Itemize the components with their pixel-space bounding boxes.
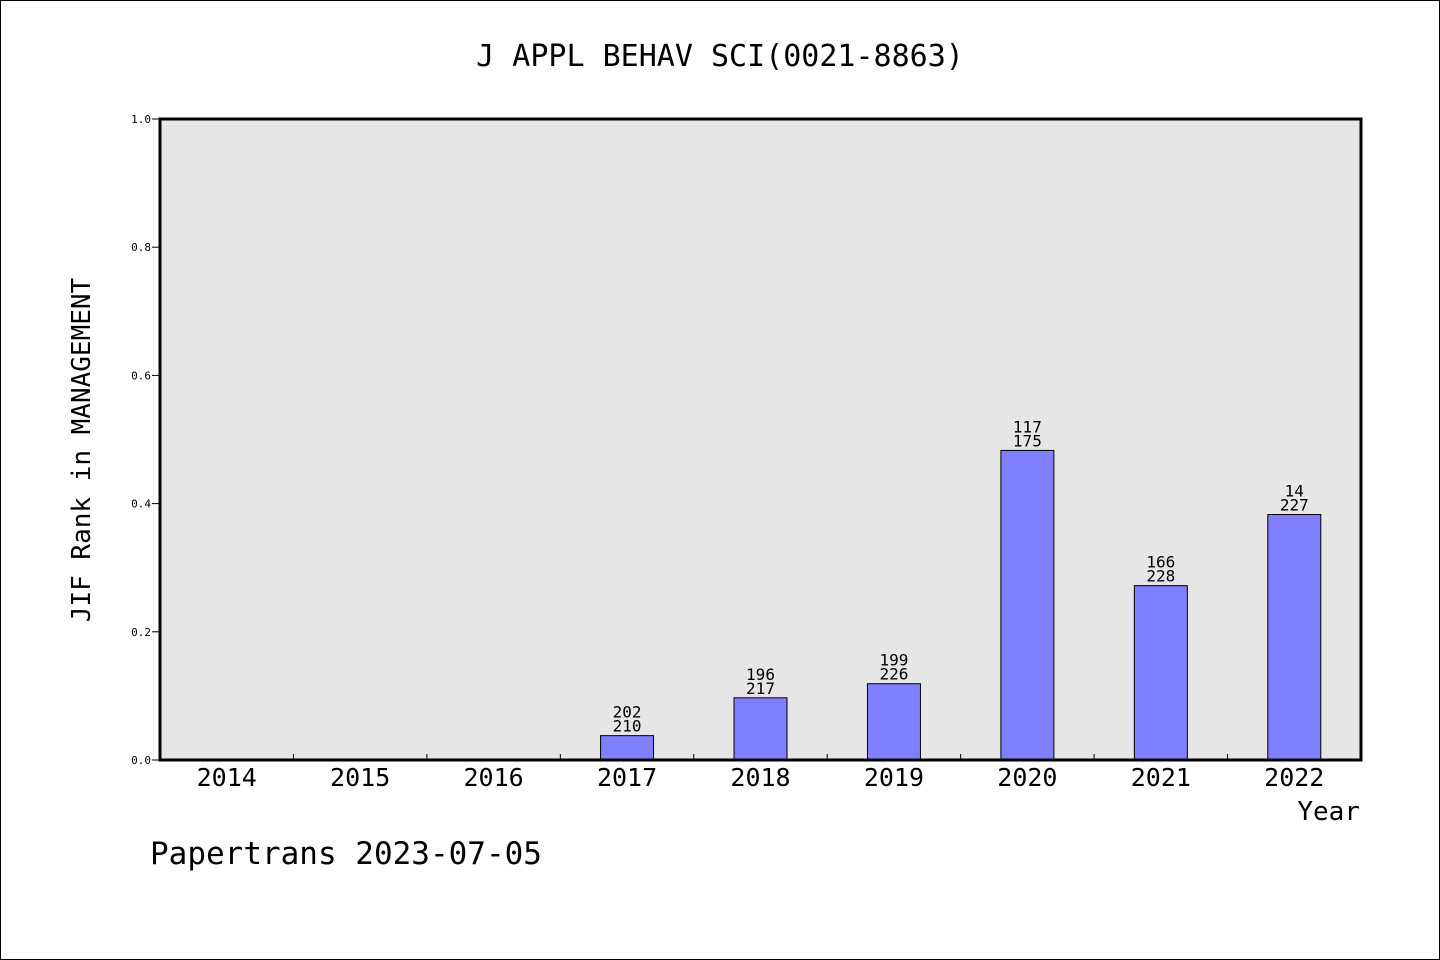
y-tick-label: 1.0 — [131, 113, 151, 126]
x-tick-label: 2018 — [730, 763, 790, 792]
bar-label-bottom: 228 — [1146, 567, 1175, 586]
bar — [733, 697, 788, 761]
x-tick-label: 2016 — [464, 763, 524, 792]
x-tick-label: 2019 — [864, 763, 924, 792]
bar — [600, 735, 655, 761]
x-tick-label: 2017 — [597, 763, 657, 792]
y-tick-label: 0.8 — [131, 241, 151, 254]
bar-label-top: 199 — [879, 651, 908, 670]
bar-label-top: 196 — [746, 665, 775, 684]
y-axis-label: JIF Rank in MANAGEMENT — [67, 277, 97, 622]
plot-border — [158, 117, 1363, 762]
bar-label-top: 202 — [613, 703, 642, 722]
bar-label-top: 14 — [1285, 481, 1304, 500]
x-tick-label: 2015 — [330, 763, 390, 792]
x-axis-label: Year — [1297, 797, 1360, 827]
footer-credit: Papertrans 2023-07-05 — [150, 836, 542, 872]
bar-label-bottom: 227 — [1280, 495, 1309, 514]
bar-label-bottom: 217 — [746, 679, 775, 698]
bar — [1267, 513, 1322, 761]
y-tick-label: 0.2 — [131, 626, 151, 639]
bar — [866, 683, 921, 761]
y-tick-label: 0.0 — [131, 754, 151, 767]
bar-label-bottom: 210 — [613, 717, 642, 736]
bar-label-top: 117 — [1013, 417, 1042, 436]
x-tick-label: 2022 — [1264, 763, 1324, 792]
x-tick-label: 2014 — [197, 763, 257, 792]
bar-label-bottom: 226 — [879, 665, 908, 684]
chart-title: J APPL BEHAV SCI(0021-8863) — [476, 39, 964, 74]
bar — [1133, 585, 1188, 761]
y-tick-label: 0.4 — [131, 498, 151, 511]
y-tick-label: 0.6 — [131, 369, 151, 382]
bar — [1000, 449, 1055, 761]
bar-label-top: 166 — [1146, 553, 1175, 572]
x-tick-label: 2021 — [1131, 763, 1191, 792]
x-tick-label: 2020 — [997, 763, 1057, 792]
bar-label-bottom: 175 — [1013, 431, 1042, 450]
